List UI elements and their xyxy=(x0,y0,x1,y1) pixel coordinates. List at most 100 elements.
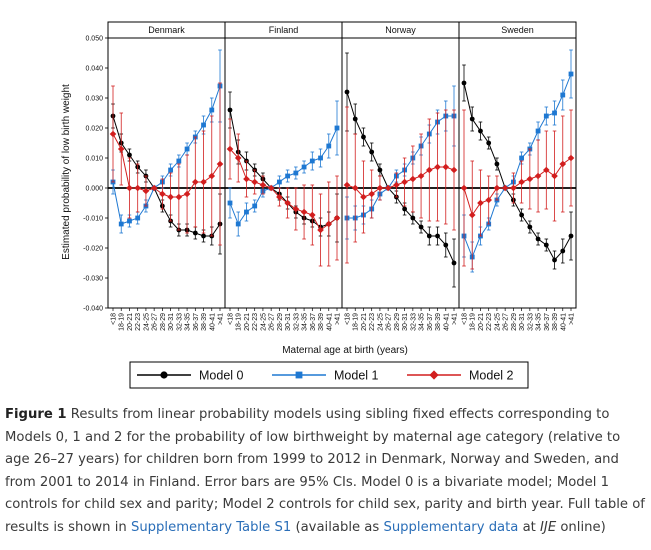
model-0-point xyxy=(426,233,432,239)
x-tick-label: 38-39 xyxy=(435,313,442,331)
model-2-point xyxy=(226,145,234,153)
figure-label: Figure 1 xyxy=(5,407,67,422)
model-2-point xyxy=(251,178,258,186)
model-2-point xyxy=(376,184,384,192)
model-0-point xyxy=(469,116,475,122)
legend-model-0-marker xyxy=(160,371,168,379)
x-tick-label: 22-23 xyxy=(369,313,376,331)
model-2-point xyxy=(442,163,450,171)
y-tick-label: 0.020 xyxy=(85,126,103,133)
model-1-point xyxy=(334,125,340,131)
model-1-point xyxy=(293,170,299,176)
x-tick-label: 32-33 xyxy=(176,313,183,331)
model-1-point xyxy=(209,107,215,113)
x-tick-label: 40-41 xyxy=(560,313,567,331)
x-tick-label: 32-33 xyxy=(527,313,534,331)
x-tick-label: 36-37 xyxy=(544,313,551,331)
model-0-point xyxy=(443,242,449,248)
model-1-point xyxy=(318,155,323,161)
y-axis-label: Estimated probability of low birth weigh… xyxy=(61,84,72,260)
model-0-point xyxy=(352,116,358,122)
model-2-point xyxy=(234,154,242,162)
x-tick-label: 28-29 xyxy=(160,313,167,331)
x-tick-label: 30-31 xyxy=(519,313,526,331)
x-tick-label: >41 xyxy=(452,313,459,325)
model-0-point xyxy=(478,128,483,134)
model-2-point xyxy=(216,160,224,168)
model-0-point xyxy=(451,260,457,266)
model-2-point xyxy=(534,172,542,180)
x-tick-label: 34-35 xyxy=(185,313,192,331)
supplementary-table-link[interactable]: Supplementary Table S1 xyxy=(130,519,292,535)
model-2-point xyxy=(117,145,125,153)
figure-caption: Figure 1 Results from linear probability… xyxy=(5,404,645,540)
x-tick-label: 38-39 xyxy=(318,313,325,331)
model-1-point xyxy=(227,200,233,206)
model-2-point xyxy=(360,193,367,201)
x-tick-label: 24-25 xyxy=(377,313,384,331)
x-tick-label: 34-35 xyxy=(536,313,543,331)
plot-area: -0.040 -0.030 -0.020 -0.010 0.000 0.010 0.020 0… xyxy=(83,21,577,331)
panel-border xyxy=(458,37,577,309)
model-1-point xyxy=(309,158,315,164)
x-tick-label: 26-27 xyxy=(503,313,510,331)
model-2-point xyxy=(317,226,324,234)
legend-model-1-marker xyxy=(295,371,303,379)
model-1-point xyxy=(535,128,541,134)
model-2-point xyxy=(175,193,183,201)
x-tick-label: 30-31 xyxy=(402,313,409,331)
model-1-point xyxy=(552,110,557,116)
x-tick-label: >41 xyxy=(569,313,576,325)
caption-text: (available as xyxy=(291,519,384,535)
model-0-point xyxy=(418,224,424,230)
caption-text: at xyxy=(518,519,541,535)
panel-title-denmark: Denmark xyxy=(148,25,185,35)
x-tick-label: 34-35 xyxy=(419,313,426,331)
y-tick-label: 0.040 xyxy=(85,66,103,73)
x-tick-label: 18-19 xyxy=(236,313,243,331)
model-0-point xyxy=(344,89,350,95)
x-tick-label: 36-37 xyxy=(310,313,317,331)
x-tick-label: 22-23 xyxy=(252,313,259,331)
model-2-point xyxy=(559,160,567,168)
model-0-point xyxy=(461,80,467,86)
model-0-point xyxy=(486,140,492,146)
x-tick-label: 30-31 xyxy=(285,313,292,331)
model-2-line xyxy=(463,157,572,217)
x-tick-label: 22-23 xyxy=(486,313,493,331)
model-0-point xyxy=(543,242,549,248)
model-2-point xyxy=(267,184,275,192)
x-tick-label: 28-29 xyxy=(277,313,284,331)
x-tick-label: 30-31 xyxy=(168,313,175,331)
model-0-point xyxy=(402,206,408,212)
model-2-point xyxy=(567,154,575,162)
x-tick-label: <18 xyxy=(462,313,469,325)
model-2-point xyxy=(477,199,484,207)
x-axis-label: Maternal age at birth (years) xyxy=(282,345,408,356)
y-tick-label: -0.020 xyxy=(83,246,103,253)
supplementary-data-link[interactable]: Supplementary data xyxy=(383,519,519,535)
model-2-point xyxy=(333,214,341,222)
model-2-point xyxy=(159,190,166,198)
model-2-point xyxy=(309,211,316,219)
model-2-point xyxy=(351,184,359,192)
x-tick-label: 38-39 xyxy=(552,313,559,331)
x-tick-label: 20-21 xyxy=(244,313,251,331)
x-tick-label: 36-37 xyxy=(193,313,200,331)
model-0-line xyxy=(463,82,572,261)
model-2-point xyxy=(543,166,550,174)
model-1-point xyxy=(285,173,291,179)
model-2-point xyxy=(501,184,509,192)
model-1-point xyxy=(184,146,190,152)
model-2-line xyxy=(346,166,455,198)
panel-title-norway: Norway xyxy=(385,25,416,35)
x-tick-label: <18 xyxy=(111,313,118,325)
model-2-point xyxy=(126,184,133,192)
model-1-point xyxy=(201,122,206,128)
x-tick-label: 32-33 xyxy=(293,313,300,331)
model-0-point xyxy=(127,152,132,158)
model-2-point xyxy=(150,184,158,192)
x-tick-label: <18 xyxy=(345,313,352,325)
model-2-point xyxy=(276,193,283,201)
model-0-point xyxy=(527,224,533,230)
